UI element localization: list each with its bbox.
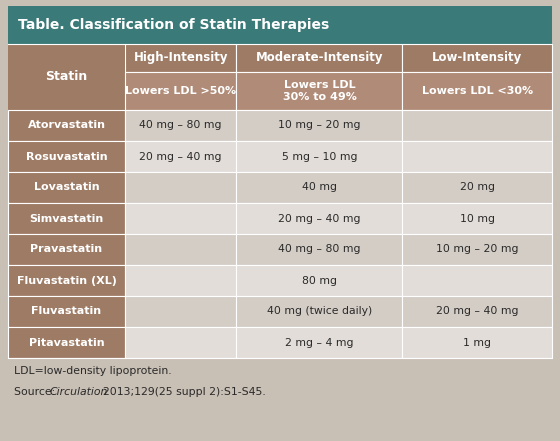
Bar [8,265,125,296]
Bar [403,265,552,296]
Text: Lowers LDL <30%: Lowers LDL <30% [422,86,533,96]
Bar [125,265,236,296]
Bar [125,44,236,72]
Bar [8,327,125,358]
Text: 20 mg – 40 mg: 20 mg – 40 mg [278,213,361,224]
Bar [236,327,403,358]
Bar [403,172,552,203]
Bar [236,110,403,141]
Text: 20 mg – 40 mg: 20 mg – 40 mg [436,306,519,317]
Text: Simvastatin: Simvastatin [29,213,104,224]
Bar [403,296,552,327]
Bar [8,358,552,410]
Bar [125,141,236,172]
Text: Lovastatin: Lovastatin [34,183,99,193]
Text: Lowers LDL
30% to 49%: Lowers LDL 30% to 49% [282,80,356,102]
Text: Statin: Statin [45,71,87,83]
Text: 20 mg – 40 mg: 20 mg – 40 mg [139,152,222,161]
Bar [403,327,552,358]
Bar [236,172,403,203]
Text: Rosuvastatin: Rosuvastatin [26,152,108,161]
Bar [403,203,552,234]
Bar [125,234,236,265]
Bar [403,72,552,110]
Bar [8,44,125,72]
Text: Fluvastatin (XL): Fluvastatin (XL) [17,276,116,285]
Bar [236,141,403,172]
Bar [403,141,552,172]
Text: 40 mg – 80 mg: 40 mg – 80 mg [139,120,222,131]
Text: 5 mg – 10 mg: 5 mg – 10 mg [282,152,357,161]
Text: Table. Classification of Statin Therapies: Table. Classification of Statin Therapie… [18,18,329,32]
Bar [236,265,403,296]
Text: Lowers LDL >50%: Lowers LDL >50% [125,86,236,96]
Bar [236,203,403,234]
Bar [8,172,125,203]
Text: 40 mg (twice daily): 40 mg (twice daily) [267,306,372,317]
Text: 40 mg: 40 mg [302,183,337,193]
Text: Atorvastatin: Atorvastatin [27,120,105,131]
Text: Source:: Source: [14,387,59,397]
Text: Low-Intensity: Low-Intensity [432,52,522,64]
Text: 20 mg: 20 mg [460,183,494,193]
Text: 10 mg: 10 mg [460,213,494,224]
Bar [236,72,403,110]
Bar [403,110,552,141]
Bar [8,296,125,327]
Bar [125,72,236,110]
Text: LDL=low-density lipoprotein.: LDL=low-density lipoprotein. [14,366,171,376]
Text: Pravastatin: Pravastatin [30,244,102,254]
Bar [236,44,403,72]
Bar [8,234,125,265]
Bar [8,203,125,234]
Text: 2 mg – 4 mg: 2 mg – 4 mg [285,337,354,348]
Bar [125,110,236,141]
Text: Moderate-Intensity: Moderate-Intensity [256,52,383,64]
Text: Fluvastatin: Fluvastatin [31,306,101,317]
Bar [8,110,125,141]
Bar [403,234,552,265]
Text: . 2013;129(25 suppl 2):S1-S45.: . 2013;129(25 suppl 2):S1-S45. [96,387,266,397]
Bar [8,141,125,172]
Text: 10 mg – 20 mg: 10 mg – 20 mg [436,244,519,254]
Text: High-Intensity: High-Intensity [133,52,228,64]
Bar [125,327,236,358]
Bar [403,44,552,72]
Text: 40 mg – 80 mg: 40 mg – 80 mg [278,244,361,254]
Bar [125,172,236,203]
Text: 1 mg: 1 mg [463,337,491,348]
Text: Circulation: Circulation [50,387,109,397]
Bar [125,203,236,234]
Bar [8,6,552,44]
Text: 80 mg: 80 mg [302,276,337,285]
Text: Pitavastatin: Pitavastatin [29,337,104,348]
Bar [236,296,403,327]
Text: 10 mg – 20 mg: 10 mg – 20 mg [278,120,361,131]
Bar [8,44,125,110]
Bar [125,296,236,327]
Bar [236,234,403,265]
